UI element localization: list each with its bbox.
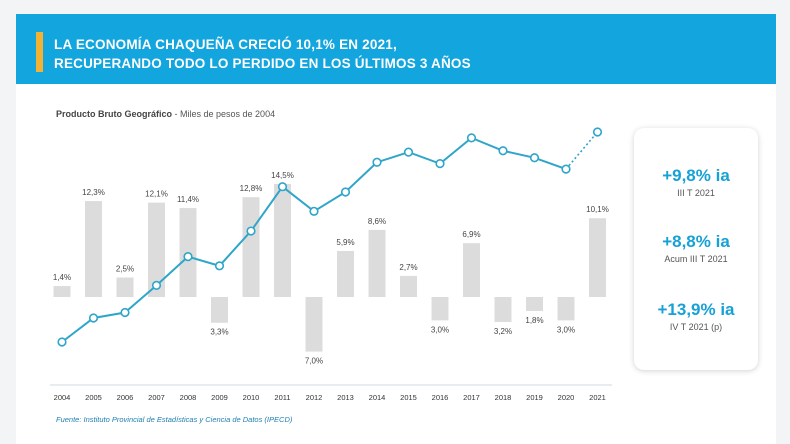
x-tick-2005: 2005 <box>85 393 102 402</box>
data-label-2021: 10,1% <box>586 205 609 214</box>
bar-2007 <box>148 202 165 297</box>
x-tick-2020: 2020 <box>558 393 575 402</box>
stat-label: III T 2021 <box>677 188 715 198</box>
data-label-2013: 5,9% <box>336 238 354 247</box>
point-2008 <box>183 252 193 262</box>
page-title-line2: RECUPERANDO TODO LO PERDIDO EN LOS ÚLTIM… <box>54 56 471 71</box>
stat-acum-iii-t-2021: +8,8% ia Acum III T 2021 <box>634 232 758 264</box>
x-tick-2021: 2021 <box>589 393 606 402</box>
data-label-2019: 1,8% <box>525 316 543 325</box>
bar-2005 <box>85 201 102 297</box>
point-2015 <box>403 147 414 157</box>
data-label-2012: 7,0% <box>305 357 323 366</box>
bar-2021 <box>589 218 606 297</box>
bar-2011 <box>274 183 291 297</box>
stat-value: +13,9% ia <box>657 300 735 319</box>
bar-2018 <box>494 297 512 322</box>
page-title: LA ECONOMÍA CHAQUEÑA CRECIÓ 10,1% EN 202… <box>54 35 471 73</box>
data-label-2009: 3,3% <box>210 328 228 337</box>
point-2012 <box>309 206 319 216</box>
page-title-line1: LA ECONOMÍA CHAQUEÑA CRECIÓ 10,1% EN 202… <box>54 37 397 52</box>
bar-2006 <box>116 277 134 297</box>
stat-value: +8,8% ia <box>662 232 730 251</box>
bar-2013 <box>337 250 354 297</box>
bar-2016 <box>431 297 449 321</box>
data-label-2004: 1,4% <box>53 273 71 282</box>
series-line-projection <box>565 131 599 170</box>
chart: 1,4% 2004 12,3% 2005 2,5% 2006 12,1% 2007 11,4% 2… <box>50 127 612 402</box>
bar-2019 <box>526 297 543 312</box>
data-label-2007: 12,1% <box>145 190 168 199</box>
point-2017 <box>466 133 477 143</box>
x-tick-2014: 2014 <box>369 393 386 402</box>
stat-iv-t-2021: +13,9% ia IV T 2021 (p) <box>634 300 758 332</box>
data-label-2016: 3,0% <box>431 325 449 334</box>
report-card: LA ECONOMÍA CHAQUEÑA CRECIÓ 10,1% EN 202… <box>16 14 776 444</box>
x-tick-2010: 2010 <box>243 393 260 402</box>
data-label-2005: 12,3% <box>82 188 105 197</box>
data-label-2006: 2,5% <box>116 265 134 274</box>
data-label-2017: 6,9% <box>462 230 480 239</box>
data-label-2014: 8,6% <box>368 217 386 226</box>
x-tick-2004: 2004 <box>54 393 71 402</box>
point-2004 <box>57 337 67 347</box>
chart-title: Producto Bruto Geográfico - Miles de pes… <box>56 109 275 119</box>
bar-2009 <box>211 297 228 323</box>
data-label-2011: 14,5% <box>271 171 294 180</box>
x-tick-2015: 2015 <box>400 393 417 402</box>
chart-title-rest: - Miles de pesos de 2004 <box>172 109 276 119</box>
bar-2020 <box>557 297 575 321</box>
data-label-2015: 2,7% <box>399 263 417 272</box>
point-2018 <box>498 146 508 156</box>
stat-label: IV T 2021 (p) <box>669 322 723 332</box>
point-2011 <box>277 182 288 192</box>
x-tick-2019: 2019 <box>526 393 543 402</box>
point-2007 <box>151 280 162 290</box>
stat-label: Acum III T 2021 <box>664 254 728 264</box>
point-2013 <box>340 187 351 197</box>
point-2010 <box>246 226 256 236</box>
x-tick-2013: 2013 <box>337 393 354 402</box>
stats-panel: +9,8% ia III T 2021 +8,8% ia Acum III T … <box>634 128 758 370</box>
x-tick-2018: 2018 <box>495 393 512 402</box>
chart-title-bold: Producto Bruto Geográfico <box>56 109 173 119</box>
x-tick-2012: 2012 <box>306 393 323 402</box>
x-tick-2006: 2006 <box>117 393 134 402</box>
source-note: Fuente: Instituto Provincial de Estadíst… <box>56 415 293 424</box>
x-tick-2016: 2016 <box>432 393 449 402</box>
banner-accent-bar <box>36 32 43 72</box>
x-tick-2017: 2017 <box>463 393 480 402</box>
data-label-2008: 11,4% <box>177 195 199 204</box>
bar-2004 <box>53 286 71 297</box>
point-2014 <box>372 157 382 167</box>
point-2019 <box>529 153 540 163</box>
data-label-2018: 3,2% <box>494 327 512 336</box>
point-2020 <box>561 164 571 174</box>
data-label-2020: 3,0% <box>557 325 575 334</box>
stat-value: +9,8% ia <box>662 166 730 185</box>
bar-2014 <box>368 229 386 297</box>
bar-2017 <box>463 243 480 297</box>
x-tick-2011: 2011 <box>274 393 290 402</box>
header-banner: LA ECONOMÍA CHAQUEÑA CRECIÓ 10,1% EN 202… <box>16 14 776 84</box>
point-2009 <box>214 261 225 271</box>
x-tick-2008: 2008 <box>180 393 197 402</box>
bar-2010 <box>242 197 260 297</box>
point-2021 <box>592 127 603 137</box>
data-label-2010: 12,8% <box>240 184 263 193</box>
x-tick-2009: 2009 <box>211 393 228 402</box>
point-2016 <box>435 159 445 169</box>
point-2005 <box>88 313 99 323</box>
stat-iii-t-2021: +9,8% ia III T 2021 <box>634 166 758 198</box>
bar-2012 <box>305 297 323 352</box>
x-tick-2007: 2007 <box>148 393 165 402</box>
point-2006 <box>120 307 130 318</box>
bar-2015 <box>400 275 417 297</box>
